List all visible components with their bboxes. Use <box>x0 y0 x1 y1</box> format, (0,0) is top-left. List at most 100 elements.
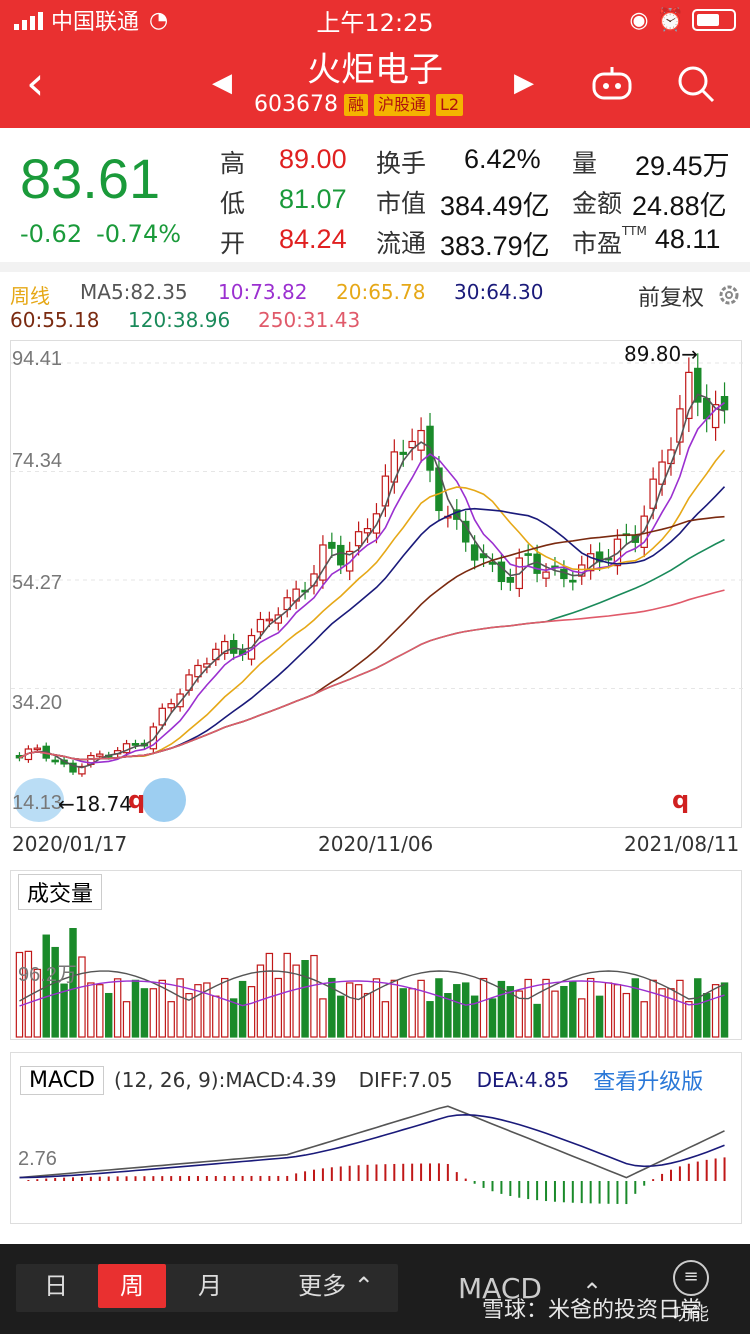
volume-chart[interactable] <box>10 870 742 1040</box>
volume-bar <box>212 995 220 1038</box>
expand-icon[interactable] <box>142 778 186 822</box>
volume-bar <box>569 980 577 1038</box>
back-button[interactable]: ‹ <box>26 56 45 110</box>
candle <box>685 371 693 420</box>
amount-row: 金额 24.88亿 <box>572 184 727 223</box>
candle <box>542 571 550 579</box>
candle <box>78 765 86 775</box>
amount-value: 24.88亿 <box>632 191 727 221</box>
candle <box>33 747 42 751</box>
high-label: 高 <box>220 149 246 178</box>
tab-week[interactable]: 周 <box>98 1264 166 1308</box>
ma5-label: MA5:82.35 <box>80 280 188 304</box>
volume-bar <box>515 990 523 1038</box>
caret-up-icon[interactable]: ⌃ <box>582 1278 603 1306</box>
volume-bar <box>408 988 416 1038</box>
volume-bar <box>96 984 104 1038</box>
indicator-selector[interactable]: MACD <box>458 1272 542 1305</box>
tab-day[interactable]: 日 <box>44 1272 68 1300</box>
volume-bar <box>578 998 586 1038</box>
status-time: 上午12:25 <box>316 8 434 37</box>
change-percent: -0.74% <box>96 220 182 248</box>
volume-bar <box>444 993 452 1038</box>
volume-bar <box>203 982 211 1038</box>
volume-bar <box>524 978 532 1038</box>
gear-icon[interactable] <box>716 282 742 308</box>
volume-bar <box>470 995 479 1038</box>
tab-month[interactable]: 月 <box>198 1272 222 1300</box>
volume-bar <box>310 954 318 1038</box>
candle <box>354 531 363 547</box>
float-value: 383.79亿 <box>440 231 550 261</box>
candle <box>435 467 443 512</box>
candle <box>158 707 166 726</box>
ma250-label: 250:31.43 <box>258 308 361 332</box>
search-icon[interactable] <box>676 64 716 104</box>
macd-y-label: 2.76 <box>18 1148 57 1170</box>
open-label: 开 <box>220 229 246 258</box>
turnover-value: 6.42% <box>464 144 541 174</box>
volume-bar <box>104 992 113 1038</box>
date-mid: 2020/11/06 <box>318 832 434 856</box>
upgrade-link[interactable]: 查看升级版 <box>593 1070 704 1095</box>
carrier-label: 中国联通 <box>51 10 140 35</box>
volume-bar <box>140 988 149 1038</box>
ma20-line <box>19 449 726 761</box>
candle <box>417 429 425 451</box>
volume-bar <box>229 998 238 1038</box>
macd-diff: DIFF:7.05 <box>358 1068 453 1092</box>
event-marker-left[interactable]: q <box>128 786 146 814</box>
volume-bar <box>435 978 443 1038</box>
volume-bar <box>461 982 470 1038</box>
price-change: -0.62 -0.74% <box>20 220 181 248</box>
candle <box>167 703 175 709</box>
last-price: 83.61 <box>20 147 161 210</box>
macd-title[interactable]: MACD <box>20 1065 104 1095</box>
function-button[interactable]: ≡ 功能 <box>666 1260 716 1326</box>
period-tabs <box>16 1264 398 1312</box>
volume-bar <box>87 982 95 1038</box>
volume-label: 量 <box>572 149 598 178</box>
volume-bar <box>542 978 550 1038</box>
next-stock-button[interactable]: ▶ <box>514 68 534 98</box>
y-label-2: 74.34 <box>12 450 63 472</box>
date-end: 2021/08/11 <box>624 832 740 856</box>
scroll-left-button[interactable] <box>14 778 64 822</box>
volume-bar <box>283 952 291 1038</box>
low-label: 低 <box>220 189 246 218</box>
candle <box>595 551 604 563</box>
y-label-top: 94.41 <box>12 348 63 370</box>
candle <box>274 614 283 624</box>
ma250-line <box>19 589 725 761</box>
mktcap-label: 市值 <box>376 189 427 218</box>
macd-legend: MACD (12, 26, 9):MACD:4.39 DIFF:7.05 DEA… <box>20 1064 740 1096</box>
kline-chart[interactable] <box>10 340 743 828</box>
float-label: 流通 <box>376 229 427 258</box>
battery-icon <box>692 9 736 31</box>
candle <box>194 664 202 678</box>
macd-chart[interactable] <box>10 1052 742 1224</box>
robot-icon[interactable] <box>590 64 634 100</box>
candle <box>586 553 595 572</box>
candle <box>711 404 720 429</box>
y-label-bottom: 14.13 <box>12 792 63 814</box>
volume-bar <box>649 979 657 1038</box>
ma30-line <box>19 486 726 761</box>
candle <box>578 564 586 577</box>
adjust-button[interactable]: 前复权 <box>637 286 704 311</box>
volume-title[interactable]: 成交量 <box>18 874 103 910</box>
volume-bar <box>194 984 202 1038</box>
event-marker-right[interactable]: q <box>672 786 690 814</box>
candle <box>497 561 506 583</box>
prev-stock-button[interactable]: ◀ <box>212 68 232 98</box>
volume-bar <box>595 995 604 1038</box>
volume-row: 量 29.45万 <box>572 144 730 183</box>
ma30-label: 30:64.30 <box>454 280 544 304</box>
ma120-label: 120:38.96 <box>128 308 231 332</box>
more-button[interactable]: 更多 ⌃ <box>288 1264 384 1308</box>
candle <box>265 618 274 622</box>
status-carrier: 中国联通 ◔ <box>14 4 168 36</box>
candle <box>676 408 684 443</box>
volume-bar <box>551 990 559 1038</box>
volume-bar <box>51 946 59 1038</box>
